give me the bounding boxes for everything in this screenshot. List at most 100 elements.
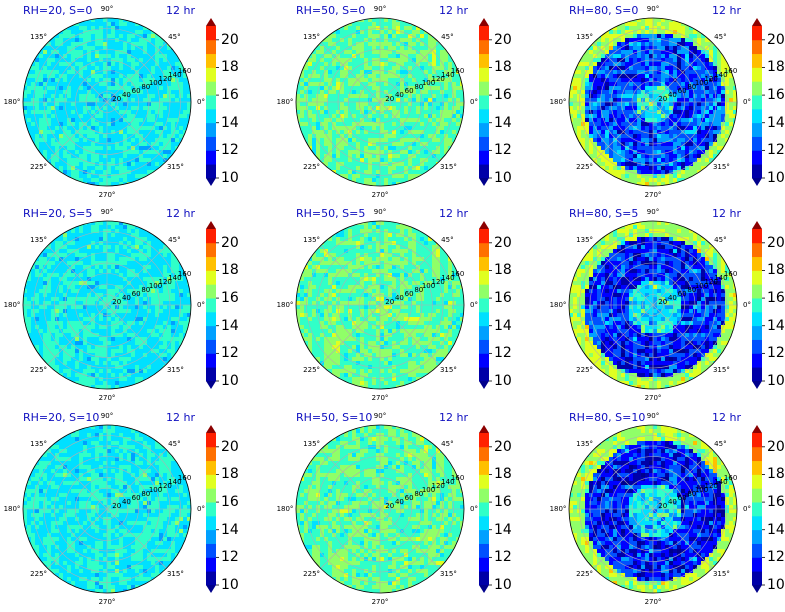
field-cell <box>159 146 164 151</box>
field-cell <box>115 237 120 242</box>
field-cell <box>621 118 626 123</box>
field-cell <box>115 146 120 151</box>
field-cell <box>681 174 686 179</box>
field-cell <box>111 233 116 238</box>
field-cell <box>99 182 104 186</box>
field-cell <box>324 70 329 75</box>
field-cell <box>609 130 614 135</box>
field-cell <box>159 58 164 63</box>
field-cell <box>360 50 365 55</box>
field-cell <box>87 98 92 103</box>
field-cell <box>59 106 64 111</box>
field-cell <box>396 78 401 83</box>
field-cell <box>625 86 630 91</box>
field-cell <box>71 26 76 31</box>
field-cell <box>364 146 369 151</box>
field-cell <box>388 30 393 35</box>
field-cell <box>340 94 345 99</box>
field-cell <box>131 42 136 47</box>
field-cell <box>147 86 152 91</box>
field-cell <box>388 158 393 163</box>
field-cell <box>609 170 614 175</box>
field-cell <box>59 154 64 159</box>
field-cell <box>597 82 602 87</box>
field-cell <box>384 98 389 103</box>
field-cell <box>713 94 718 99</box>
field-cell <box>589 130 594 135</box>
field-cell <box>416 22 421 27</box>
field-cell <box>91 98 96 103</box>
field-cell <box>71 138 76 143</box>
field-cell <box>91 269 96 274</box>
field-cell <box>127 50 132 55</box>
field-cell <box>111 98 116 103</box>
field-cell <box>63 86 68 91</box>
field-cell <box>693 86 698 91</box>
field-cell <box>573 106 578 111</box>
field-cell <box>39 78 44 83</box>
field-cell <box>420 130 425 135</box>
field-cell <box>151 102 156 107</box>
field-cell <box>589 54 594 59</box>
field-cell <box>87 46 92 51</box>
field-cell <box>352 174 357 179</box>
field-cell <box>59 134 64 139</box>
field-cell <box>320 78 325 83</box>
field-cell <box>404 94 409 99</box>
field-cell <box>657 166 662 171</box>
field-cell <box>159 66 164 71</box>
field-cell <box>416 122 421 127</box>
field-cell <box>701 166 706 171</box>
field-cell <box>725 62 730 67</box>
field-cell <box>59 62 64 67</box>
field-cell <box>661 34 666 39</box>
field-cell <box>39 50 44 55</box>
field-cell <box>127 82 132 87</box>
field-cell <box>713 70 718 75</box>
field-cell <box>27 70 32 75</box>
field-cell <box>103 237 108 242</box>
field-cell <box>63 114 68 119</box>
field-cell <box>175 82 180 87</box>
field-cell <box>685 102 690 107</box>
field-cell <box>95 158 100 163</box>
field-cell <box>43 265 48 270</box>
field-cell <box>677 42 682 47</box>
field-cell <box>408 106 413 111</box>
field-cell <box>23 102 28 107</box>
field-cell <box>677 58 682 63</box>
field-cell <box>633 154 638 159</box>
field-cell <box>685 122 690 127</box>
field-cell <box>332 162 337 167</box>
field-cell <box>380 182 385 186</box>
field-cell <box>91 34 96 39</box>
field-cell <box>637 162 642 167</box>
field-cell <box>55 90 60 95</box>
field-cell <box>685 166 690 171</box>
field-cell <box>71 265 76 270</box>
field-cell <box>681 166 686 171</box>
field-cell <box>392 134 397 139</box>
field-cell <box>689 54 694 59</box>
field-cell <box>625 146 630 151</box>
field-cell <box>376 86 381 91</box>
field-cell <box>376 38 381 43</box>
field-cell <box>115 249 120 254</box>
field-cell <box>83 50 88 55</box>
field-cell <box>99 269 104 274</box>
field-cell <box>171 257 176 262</box>
field-cell <box>312 114 317 119</box>
field-cell <box>376 54 381 59</box>
field-cell <box>384 166 389 171</box>
field-cell <box>645 182 650 186</box>
field-cell <box>75 237 80 242</box>
field-cell <box>312 78 317 83</box>
field-cell <box>123 154 128 159</box>
field-cell <box>392 22 397 27</box>
field-cell <box>400 114 405 119</box>
field-cell <box>721 102 726 107</box>
field-cell <box>577 118 582 123</box>
field-cell <box>155 118 160 123</box>
field-cell <box>396 142 401 147</box>
field-cell <box>151 114 156 119</box>
